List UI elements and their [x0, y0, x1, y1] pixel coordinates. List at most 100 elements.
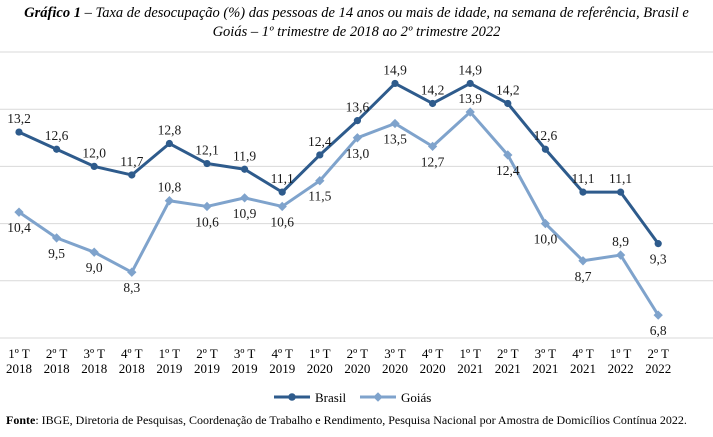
- data-label: 9,3: [650, 252, 667, 267]
- data-label: 10,6: [195, 214, 219, 229]
- data-point-brasil: [654, 240, 662, 248]
- data-point-goias: [390, 118, 400, 129]
- data-label: 12,0: [82, 145, 106, 160]
- x-tick-label: 2020: [382, 361, 408, 376]
- data-label: 11,1: [271, 171, 294, 186]
- x-tick-label: 2º T: [196, 346, 218, 361]
- x-tick-label: 2019: [269, 361, 295, 376]
- data-point-goias: [578, 256, 588, 266]
- series-line-0: [18, 81, 660, 245]
- x-tick-label: 2º T: [347, 346, 369, 361]
- x-tick-label: 3º T: [83, 346, 105, 361]
- x-tick-label: 4º T: [271, 346, 293, 361]
- data-point-goias: [127, 267, 137, 277]
- x-tick-label: 2019: [232, 361, 258, 376]
- data-label: 14,2: [421, 82, 445, 97]
- data-point-goias: [653, 310, 663, 320]
- data-label: 11,1: [571, 171, 594, 186]
- data-label: 11,5: [308, 189, 331, 204]
- data-label: 10,9: [233, 206, 257, 221]
- data-label: 11,7: [120, 154, 143, 169]
- x-tick-label: 4º T: [121, 346, 143, 361]
- x-tick-label: 2018: [81, 361, 107, 376]
- chart-title-line1: – Taxa de desocupação (%) das pessoas de…: [80, 5, 689, 21]
- data-label: 13,0: [346, 146, 370, 161]
- data-point-goias: [89, 247, 99, 257]
- source-label: Fonte: [6, 413, 36, 427]
- chart-title-line2: Goiás – 1º trimestre de 2018 ao 2º trime…: [212, 24, 501, 40]
- x-tick-label: 2º T: [46, 346, 68, 361]
- data-label: 13,5: [383, 132, 407, 147]
- data-label: 12,6: [534, 128, 558, 143]
- data-point-goias: [352, 133, 363, 143]
- x-tick-label: 1º T: [8, 346, 30, 361]
- data-label: 10,6: [270, 214, 294, 229]
- data-label: 8,9: [612, 234, 629, 249]
- x-tick-label: 2018: [6, 361, 32, 376]
- data-point-brasil: [241, 165, 249, 173]
- data-label: 9,5: [48, 246, 65, 261]
- data-point-goias: [239, 193, 250, 203]
- data-label: 12,4: [308, 134, 332, 149]
- data-point-brasil: [278, 188, 286, 196]
- data-point-goias: [503, 150, 513, 160]
- data-point-brasil: [53, 145, 61, 153]
- legend-marker-goias: [373, 392, 383, 402]
- x-tick-label: 1º T: [459, 346, 481, 361]
- data-label: 8,3: [123, 280, 140, 295]
- data-point-brasil: [579, 188, 587, 196]
- data-point-brasil: [353, 117, 361, 125]
- data-label: 14,9: [458, 62, 482, 77]
- data-point-brasil: [466, 79, 474, 88]
- source-note: Fonte: IBGE, Diretoria de Pesquisas, Coo…: [6, 413, 687, 428]
- data-point-brasil: [391, 79, 399, 88]
- data-point-goias: [465, 107, 475, 117]
- data-point-brasil: [429, 99, 437, 108]
- x-tick-label: 2019: [194, 361, 220, 376]
- data-point-goias: [427, 141, 438, 152]
- data-point-goias: [277, 201, 287, 212]
- x-tick-label: 2020: [344, 361, 370, 376]
- data-label: 9,0: [86, 260, 103, 275]
- data-label: 12,8: [158, 123, 182, 138]
- x-tick-label: 2º T: [497, 346, 519, 361]
- data-label: 10,0: [534, 232, 558, 247]
- x-tick-label: 2020: [307, 361, 333, 376]
- data-point-brasil: [504, 99, 512, 108]
- data-point-brasil: [90, 162, 98, 170]
- x-tick-label: 4º T: [572, 346, 594, 361]
- x-tick-label: 2022: [645, 361, 671, 376]
- data-label: 12,6: [45, 128, 69, 143]
- x-tick-label: 2018: [119, 361, 145, 376]
- data-label: 12,4: [496, 163, 520, 178]
- x-tick-label: 2º T: [647, 346, 669, 361]
- data-label: 14,9: [383, 62, 407, 77]
- x-tick-label: 2021: [570, 361, 596, 376]
- data-point-brasil: [203, 159, 211, 168]
- x-tick-label: 2019: [156, 361, 182, 376]
- data-point-goias: [164, 196, 175, 206]
- x-tick-label: 2021: [532, 361, 558, 376]
- data-label: 11,1: [609, 171, 632, 186]
- data-label: 6,8: [650, 323, 667, 338]
- data-point-brasil: [15, 128, 23, 136]
- x-tick-label: 2021: [495, 361, 521, 376]
- data-label: 13,2: [7, 111, 31, 126]
- data-label: 12,7: [421, 154, 445, 169]
- data-label: 10,8: [158, 180, 182, 195]
- data-label: 11,9: [233, 148, 256, 163]
- data-point-goias: [14, 207, 24, 217]
- data-label: 14,2: [496, 82, 520, 97]
- chart-title-label: Gráfico 1: [24, 5, 81, 21]
- data-label: 12,1: [195, 143, 219, 158]
- x-tick-label: 3º T: [234, 346, 256, 361]
- series-line-1: [18, 110, 660, 316]
- data-label: 8,7: [575, 269, 592, 284]
- data-label: 10,4: [7, 220, 31, 235]
- source-text: : IBGE, Diretoria de Pesquisas, Coordena…: [35, 413, 687, 427]
- legend-label: Brasil: [315, 390, 346, 405]
- data-point-goias: [315, 176, 325, 186]
- data-point-goias: [615, 250, 626, 260]
- x-tick-label: 3º T: [535, 346, 557, 361]
